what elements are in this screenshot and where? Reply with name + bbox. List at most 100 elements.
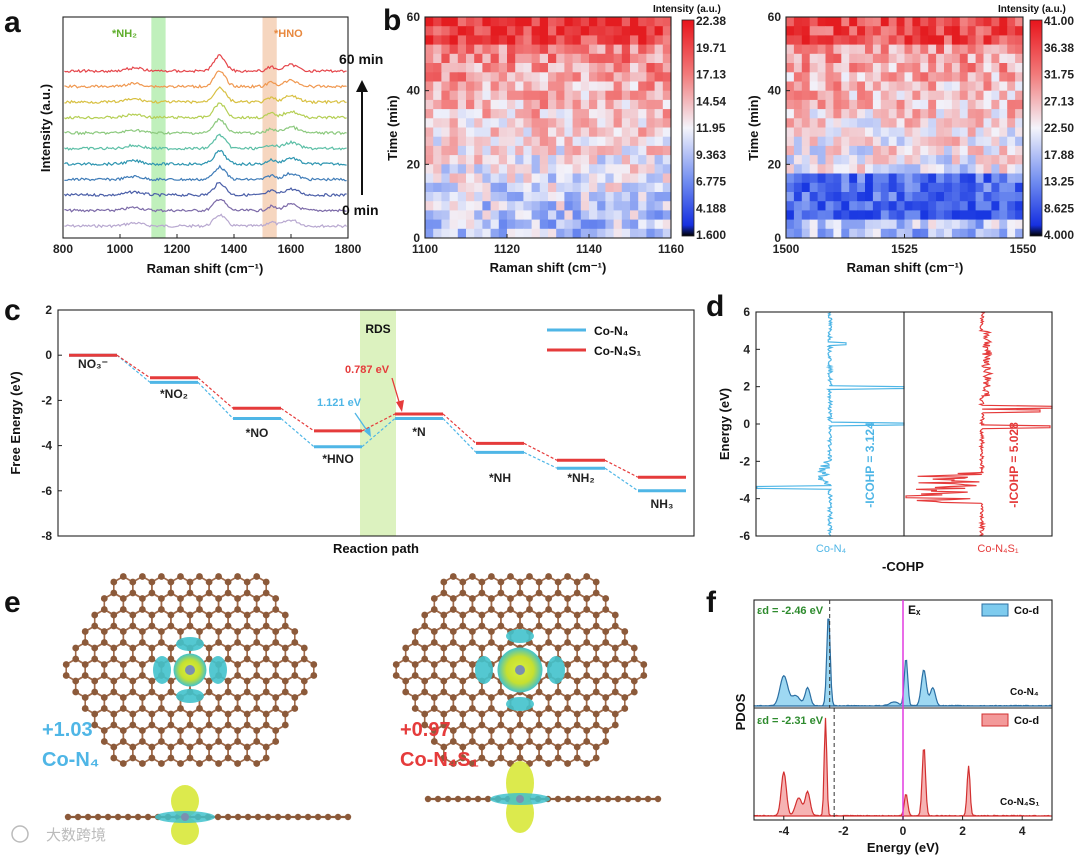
heat-cell [936,118,945,129]
panel-label-d: d [706,290,724,323]
carbon-atom [554,743,562,751]
carbon-atom [167,622,175,630]
heat-cell [531,17,541,27]
heat-cell [605,35,615,46]
carbon-atom [402,677,410,685]
heat-cell [523,182,533,193]
heat-cell [872,63,882,73]
heat-cell [482,44,492,55]
heat-cell [474,210,483,221]
heat-cell [809,173,819,184]
heat-cell [991,90,1000,101]
heat-cell [817,182,827,193]
heat-cell [580,182,590,193]
carbon-atom [100,672,108,679]
carbon-atom [243,589,251,597]
carbon-atom [139,694,146,701]
heat-cell [580,173,590,184]
carbon-atom [440,677,448,685]
heat-cell [1015,72,1023,83]
heat-cell [654,155,664,165]
heat-cell [654,228,664,238]
carbon-atom [545,606,552,613]
heat-cell [951,81,961,92]
heat-cell [1007,44,1016,55]
heat-cell [817,44,827,55]
carbon-atom [186,710,194,718]
ytick-label: 0 [45,348,52,362]
heat-cell [967,164,977,175]
carbon-atom [440,611,448,619]
panel-label-e: e [4,586,21,619]
carbon-atom [564,661,571,668]
carbon-atom [234,738,242,745]
heat-cell [833,155,842,165]
carbon-atom [507,573,514,580]
ytick-label: -8 [41,529,52,543]
heat-cell [793,44,803,55]
heat-cell [613,192,623,202]
carbon-atom [167,644,175,652]
carbon-atom [611,655,619,663]
carbon-atom [459,677,467,685]
heat-cell [630,201,639,211]
carbon-atom [644,795,652,803]
carbon-atom [262,754,270,762]
heat-cell [515,145,524,156]
carbon-atom [469,606,476,613]
heat-cell [613,182,623,193]
carbon-atom [129,754,137,762]
time-start-label: 0 min [342,202,379,218]
heat-cell [912,127,921,138]
carbon-atom [497,688,505,696]
heat-cell [638,145,647,156]
heat-cell [786,155,795,165]
carbon-atom [264,813,272,821]
raman-series-group [63,54,348,229]
heat-cell [466,44,475,55]
colorbar-tick: 4.000 [1044,228,1074,242]
heat-cell [991,136,1000,147]
heat-cell [786,219,795,230]
heat-cell [613,210,623,221]
heat-cell [457,210,467,221]
heat-cell [793,201,803,211]
heat-cell [793,26,803,36]
carbon-atom [392,661,400,668]
heat-cell [548,90,557,101]
carbon-atom [630,644,638,652]
heat-cell [589,210,598,221]
ytick-label: 2 [743,380,750,394]
carbon-atom [535,622,543,630]
heat-cell [833,72,842,83]
heat-cell [999,35,1008,46]
heat-cell [865,118,874,129]
carbon-atom [158,705,165,712]
heat-cell [959,192,969,202]
carbon-atom [392,672,400,679]
carbon-atom [272,694,280,701]
heat-cell [888,63,898,73]
carbon-atom [205,754,213,762]
heat-cell [817,99,827,110]
heat-cell [589,17,598,27]
heat-cell [507,219,516,230]
heat-cell [825,127,834,138]
carbon-atom [440,754,448,762]
heat-cell [474,63,483,73]
step-label: NH₃ [651,497,674,511]
carbon-atom [110,721,118,729]
heat-cell [967,17,977,27]
heat-cell [817,155,827,165]
heat-cell [936,109,945,119]
heat-cell [457,145,467,156]
heat-cell [638,17,647,27]
carbon-atom [81,661,89,668]
carbon-atom [564,628,571,635]
heat-cell [474,182,483,193]
heat-cell [621,35,631,46]
heat-cell [507,44,516,55]
heat-cell [580,155,590,165]
heat-cell [904,136,913,147]
heat-cell [425,90,434,101]
